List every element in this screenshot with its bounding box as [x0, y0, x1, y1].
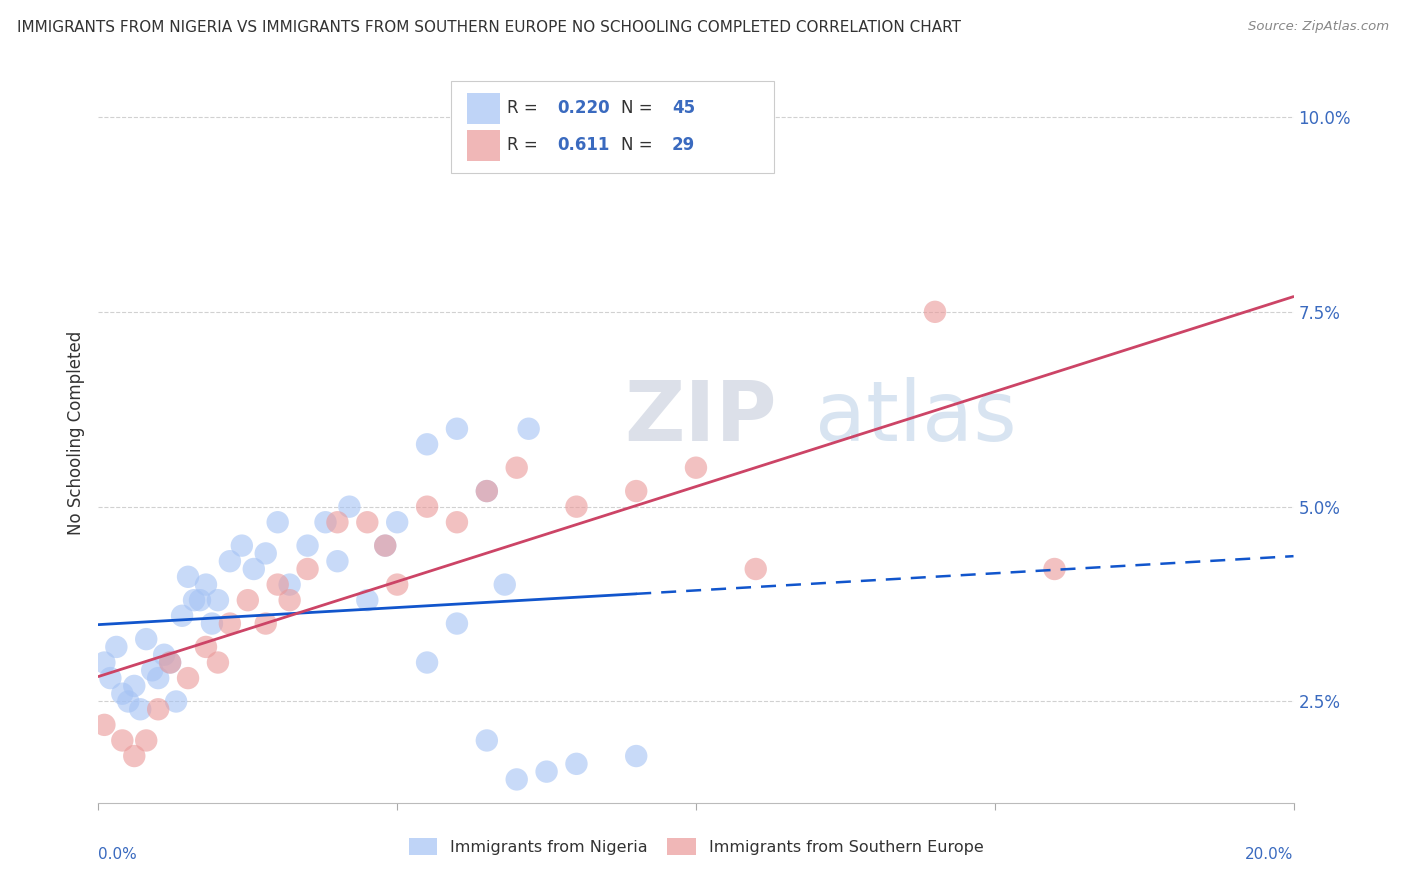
Text: 29: 29: [672, 136, 696, 154]
Point: [195, 640, 218, 654]
Text: ZIP: ZIP: [624, 377, 776, 458]
Text: 0.0%: 0.0%: [98, 847, 138, 863]
Point: [475, 484, 498, 499]
Point: [207, 656, 229, 670]
Point: [374, 539, 396, 553]
Point: [685, 460, 707, 475]
Point: [278, 593, 301, 607]
Point: [172, 608, 194, 623]
Point: [93, 718, 115, 732]
Point: [374, 539, 396, 553]
Text: 0.611: 0.611: [557, 136, 610, 154]
Point: [536, 764, 558, 779]
Text: IMMIGRANTS FROM NIGERIA VS IMMIGRANTS FROM SOUTHERN EUROPE NO SCHOOLING COMPLETE: IMMIGRANTS FROM NIGERIA VS IMMIGRANTS FR…: [17, 20, 960, 35]
Point: [207, 593, 229, 607]
FancyBboxPatch shape: [467, 93, 501, 124]
Text: 45: 45: [672, 99, 695, 118]
Point: [98, 671, 122, 685]
Point: [416, 437, 439, 451]
Point: [565, 500, 588, 514]
Point: [201, 616, 224, 631]
Point: [385, 577, 409, 591]
Point: [745, 562, 768, 576]
Point: [93, 656, 115, 670]
Point: [385, 515, 409, 529]
Y-axis label: No Schooling Completed: No Schooling Completed: [66, 331, 84, 534]
Point: [254, 546, 277, 560]
Point: [165, 694, 187, 708]
Text: Source: ZipAtlas.com: Source: ZipAtlas.com: [1249, 20, 1389, 33]
Point: [141, 663, 163, 677]
Point: [446, 422, 468, 436]
Point: [297, 539, 319, 553]
Point: [124, 749, 146, 764]
Point: [506, 460, 529, 475]
Point: [506, 772, 529, 787]
Point: [297, 562, 319, 576]
Text: R =: R =: [508, 99, 543, 118]
FancyBboxPatch shape: [467, 130, 501, 161]
Point: [243, 562, 266, 576]
Point: [278, 577, 301, 591]
Point: [129, 702, 152, 716]
Point: [416, 656, 439, 670]
Point: [446, 515, 468, 529]
Point: [124, 679, 146, 693]
Point: [135, 632, 157, 647]
Point: [326, 515, 349, 529]
Point: [183, 593, 205, 607]
Point: [626, 484, 648, 499]
Point: [924, 305, 946, 319]
Text: 20.0%: 20.0%: [1246, 847, 1294, 863]
Point: [254, 616, 277, 631]
Point: [236, 593, 259, 607]
Point: [356, 515, 378, 529]
Point: [111, 687, 134, 701]
Point: [446, 616, 468, 631]
Text: N =: N =: [620, 99, 658, 118]
Point: [326, 554, 349, 568]
Point: [159, 656, 181, 670]
Point: [475, 484, 498, 499]
Point: [117, 694, 139, 708]
Point: [315, 515, 337, 529]
Point: [177, 671, 200, 685]
Point: [626, 749, 648, 764]
Point: [188, 593, 211, 607]
Point: [219, 554, 242, 568]
Point: [135, 733, 157, 747]
Point: [517, 422, 540, 436]
Point: [219, 616, 242, 631]
Point: [195, 577, 218, 591]
Point: [356, 593, 378, 607]
Point: [565, 756, 588, 771]
Point: [105, 640, 128, 654]
Point: [267, 577, 290, 591]
Point: [148, 671, 170, 685]
Text: R =: R =: [508, 136, 543, 154]
Point: [1043, 562, 1066, 576]
Point: [231, 539, 253, 553]
Point: [494, 577, 516, 591]
Point: [416, 500, 439, 514]
Point: [148, 702, 170, 716]
Point: [267, 515, 290, 529]
Point: [475, 733, 498, 747]
Legend: Immigrants from Nigeria, Immigrants from Southern Europe: Immigrants from Nigeria, Immigrants from…: [402, 832, 990, 862]
Point: [153, 648, 176, 662]
Point: [159, 656, 181, 670]
Text: atlas: atlas: [815, 377, 1017, 458]
Point: [339, 500, 361, 514]
Point: [111, 733, 134, 747]
Point: [177, 570, 200, 584]
Text: N =: N =: [620, 136, 658, 154]
FancyBboxPatch shape: [451, 81, 773, 173]
Text: 0.220: 0.220: [557, 99, 610, 118]
